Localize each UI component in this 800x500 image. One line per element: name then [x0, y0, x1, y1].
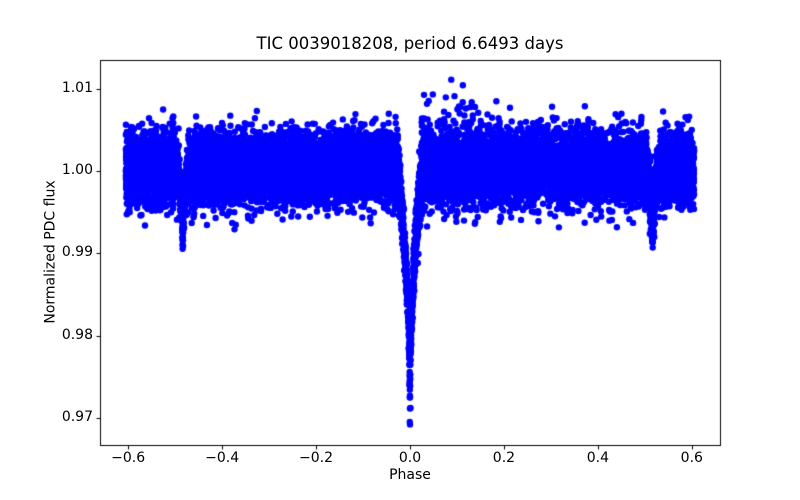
x-tick-label: 0.4 — [586, 450, 609, 466]
y-tick-label: 0.99 — [61, 244, 93, 261]
x-tick-label: 0.2 — [492, 450, 516, 466]
x-tick-label: 0.0 — [398, 450, 422, 466]
x-tick-label: −0.6 — [111, 450, 146, 466]
x-tick-label: 0.6 — [680, 450, 703, 466]
y-tick-label: 1.01 — [61, 79, 93, 96]
y-tick-label: 0.98 — [61, 326, 93, 343]
x-axis-label: Phase — [389, 467, 431, 483]
x-tick-label: −0.2 — [299, 450, 334, 466]
chart-title: TIC 0039018208, period 6.6493 days — [256, 34, 564, 53]
x-tick-label: −0.4 — [205, 450, 240, 466]
y-tick-label: 1.00 — [61, 162, 93, 179]
y-tick-label: 0.97 — [61, 408, 93, 425]
